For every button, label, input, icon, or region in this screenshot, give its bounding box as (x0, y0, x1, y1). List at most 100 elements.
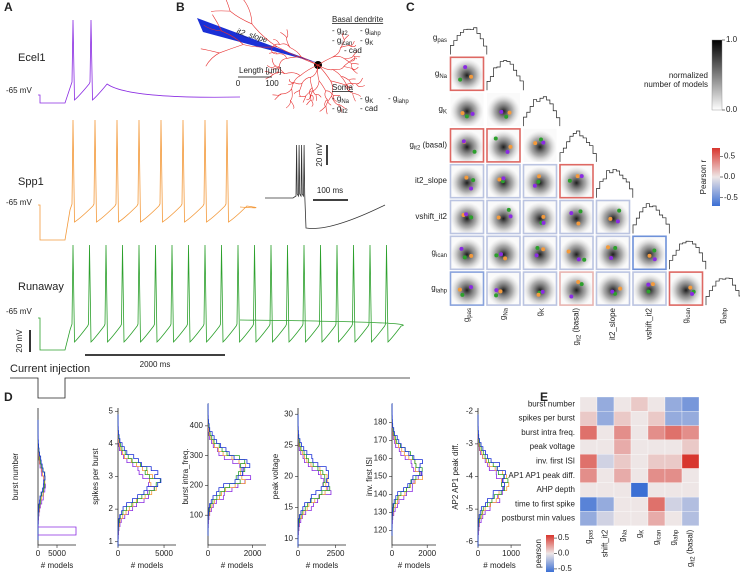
y-tick-label: -6 (466, 537, 474, 546)
correlation-frame (595, 199, 631, 235)
col-label-suffix: (basal) (572, 308, 581, 335)
pair-density (523, 236, 557, 270)
heatmap-cell (630, 396, 649, 412)
dendrite (219, 44, 244, 54)
dendrite (344, 55, 354, 59)
col-label-sub: it2 (576, 334, 582, 341)
dendrite (351, 63, 359, 65)
model-dot (534, 253, 539, 258)
model-dot (459, 246, 464, 251)
correlation-frame (522, 163, 558, 199)
y-tick-label: 30 (284, 409, 293, 418)
row-label-sub: pas (437, 38, 447, 44)
dendrite (310, 99, 314, 107)
voltage-scale-label: 20 mV (15, 329, 24, 353)
row-label-sub: K (443, 109, 447, 115)
y-tick-label: 170 (374, 436, 388, 445)
channel-base: - g (360, 94, 369, 103)
row-label-base: g (433, 33, 437, 42)
y-axis-label: burst intra_freq. (181, 448, 190, 504)
model-dot (460, 292, 465, 297)
model-dot (464, 175, 469, 180)
model-dot (468, 285, 473, 290)
distribution-step (391, 403, 423, 537)
colorbar-tick-label: 0.5 (558, 533, 570, 542)
model-dot (646, 289, 651, 294)
parameter-label-suffix: (basal) (686, 529, 695, 556)
model-dot (541, 140, 546, 145)
y-tick-label: 20 (284, 472, 293, 481)
panel-label: B (176, 0, 185, 14)
model-dot (652, 248, 657, 253)
parameter-label-base: g (618, 537, 627, 541)
marginal-histogram (632, 203, 670, 234)
dendrite (345, 83, 357, 86)
y-tick-label: 400 (190, 421, 204, 430)
col-label-sub: iahp (722, 307, 728, 319)
col-label-base: it2_slope (608, 307, 617, 340)
dendrite (280, 31, 287, 38)
row-label-sub: ican (436, 252, 447, 258)
correlation-frame (559, 199, 594, 235)
distribution-step (477, 414, 506, 548)
pair-density (523, 128, 557, 162)
dendrite (311, 87, 317, 95)
axes (117, 408, 176, 546)
y-tick-label: 1 (109, 537, 114, 546)
trace-name: Ecel1 (18, 52, 46, 64)
y-tick-label: -4 (466, 472, 474, 481)
trace-name: Spp1 (18, 176, 44, 188)
distribution-step (38, 526, 77, 536)
marginal-histogram (450, 27, 488, 55)
heatmap-cell (630, 511, 649, 526)
model-dot (608, 216, 613, 221)
model-dot (533, 141, 538, 146)
feature-label: AP1 AP1 peak diff. (508, 471, 575, 480)
y-tick-label: 160 (374, 454, 388, 463)
model-dot (497, 177, 502, 182)
distribution-step (391, 403, 423, 537)
heatmap-cell (630, 454, 649, 469)
panel-label: C (406, 0, 415, 14)
distribution-step (297, 414, 330, 548)
dendrite (338, 104, 347, 110)
heatmap-cell (596, 482, 615, 498)
channel-sub: Na (341, 99, 349, 105)
dendrite (319, 105, 327, 112)
correlation-frame (632, 271, 667, 306)
heatmap-cell (596, 468, 615, 483)
model-dot (541, 247, 546, 252)
row-label-base: g (435, 69, 439, 78)
heatmap-cell (664, 482, 683, 498)
model-dot (498, 289, 503, 294)
dendrite (325, 90, 334, 96)
pair-density (487, 128, 520, 162)
col-label-base: g (572, 341, 581, 345)
heatmap-cell (681, 411, 700, 426)
col-label-base: g (462, 318, 471, 322)
heatmap-cell (664, 396, 683, 412)
model-dot (615, 219, 620, 224)
feature-label: inv. first ISI (536, 456, 575, 465)
pair-density (450, 93, 484, 127)
pearson-colorbar (712, 148, 720, 206)
y-tick-label: -3 (466, 439, 474, 448)
pair-density (487, 272, 520, 306)
model-dot (569, 211, 574, 216)
rest-potential: -65 mV (6, 198, 32, 207)
model-dot (472, 149, 477, 154)
model-dot (566, 249, 571, 254)
colorbar-label: number of models (644, 80, 708, 89)
parameter-label-sub: pas (588, 530, 594, 540)
dendrite (317, 64, 331, 81)
model-dot (469, 74, 474, 79)
dendrite (310, 94, 314, 101)
dendrite (343, 34, 350, 41)
channel-sub: it2 (341, 109, 348, 115)
dendrite (310, 64, 319, 78)
pair-density (669, 272, 703, 306)
model-dot (540, 289, 545, 294)
y-tick-label: 130 (374, 508, 388, 517)
correlation-frame (522, 271, 558, 306)
heatmap-cell (681, 454, 700, 469)
